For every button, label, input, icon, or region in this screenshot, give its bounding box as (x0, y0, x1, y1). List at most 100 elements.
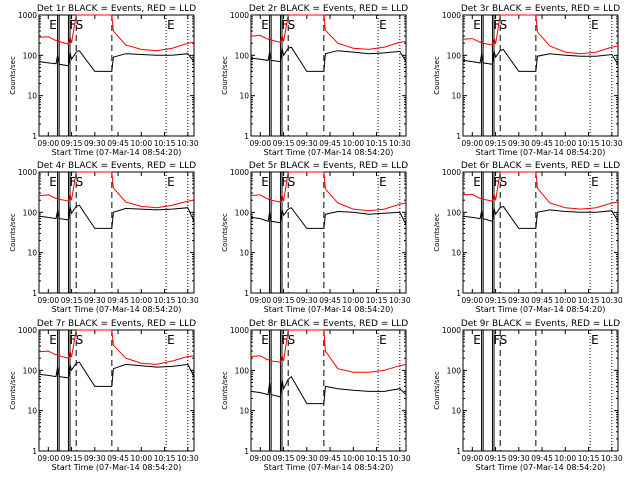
panel-6-marker-s: S (500, 175, 508, 189)
panel-4-xtick-label: 10:15 (154, 296, 176, 305)
panel-1-ylabel: Counts/sec (9, 56, 17, 95)
panel-4-ytick-label: 10 (27, 249, 37, 258)
panel-3-title: Det 3r BLACK = Events, RED = LLD (461, 4, 620, 14)
panel-5-ytick-label: 10 (239, 249, 249, 258)
panel-1-frame (38, 14, 195, 137)
panel-2-ylabel: Counts/sec (221, 56, 229, 95)
panel-3-ylabel: Counts/sec (433, 56, 441, 95)
panel-9-marker-e: E (591, 333, 599, 347)
panel-7-xtick-label: 10:15 (154, 454, 176, 463)
panel-9-xtick-label: 10:00 (554, 454, 576, 463)
panel-6-title: Det 6r BLACK = Events, RED = LLD (461, 161, 620, 171)
panel-8-marker-e: E (261, 333, 269, 347)
panel-7-xlabel: Start Time (07-Mar-14 08:54:20) (52, 463, 182, 472)
panel-5-xtick-label: 09:15 (273, 296, 295, 305)
panel-5-ytick-label: 100 (235, 208, 250, 217)
panel-1-ytick-label: 1000 (18, 11, 37, 20)
panel-9-xlabel: Start Time (07-Mar-14 08:54:20) (476, 463, 606, 472)
panel-2-xlabel: Start Time (07-Mar-14 08:54:20) (264, 148, 394, 157)
panel-5-marker-e: E (379, 175, 387, 189)
panel-1-series-events (38, 50, 195, 72)
panel-7-ytick-label: 1000 (18, 326, 37, 335)
panel-3-ytick-label: 100 (447, 51, 462, 60)
panel-9-ytick-label: 100 (447, 366, 462, 375)
panel-4-ytick-label: 1 (32, 289, 37, 298)
panel-1-xtick-label: 10:30 (177, 139, 199, 148)
panel-1-marker-f: F (69, 18, 76, 32)
panel-3-ytick-label: 1 (456, 132, 461, 141)
panel-5-ytick-label: 1 (244, 289, 249, 298)
panel-1-ytick-label: 10 (27, 92, 37, 101)
panel-4-xtick-label: 10:00 (130, 296, 152, 305)
panel-4-series-events (38, 204, 195, 229)
panel-1-xlabel: Start Time (07-Mar-14 08:54:20) (52, 148, 182, 157)
panel-3-frame (462, 14, 619, 137)
panel-6-ytick-label: 1 (456, 289, 461, 298)
panel-6-xtick-label: 09:30 (508, 296, 530, 305)
panel-7-title: Det 7r BLACK = Events, RED = LLD (37, 319, 196, 329)
panel-8-ytick-label: 100 (235, 366, 250, 375)
panel-7-frame (38, 329, 195, 452)
panel-1-xtick-label: 09:30 (84, 139, 106, 148)
panel-8-series-lld (250, 329, 407, 373)
panel-7-series-events (38, 361, 195, 387)
panel-1-xtick-label: 10:15 (154, 139, 176, 148)
panel-9-marker-f: F (493, 333, 500, 347)
panel-8-xtick-label: 10:00 (342, 454, 364, 463)
panel-2-frame (250, 14, 407, 137)
panel-6-xtick-label: 09:45 (531, 296, 553, 305)
panel-6-marker-f: F (493, 175, 500, 189)
panel-8-ylabel: Counts/sec (221, 371, 229, 410)
panel-5-xtick-label: 09:30 (296, 296, 318, 305)
panel-5-xtick-label: 09:45 (319, 296, 341, 305)
panel-1-series-lld (38, 14, 195, 52)
panel-7-ylabel: Counts/sec (9, 371, 17, 410)
panel-7-ytick-label: 100 (23, 366, 38, 375)
panel-8-frame (250, 329, 407, 452)
panel-1-ytick-label: 1 (32, 132, 37, 141)
panel-1-title: Det 1r BLACK = Events, RED = LLD (37, 4, 196, 14)
panel-9-marker-s: S (500, 333, 508, 347)
panel-5-ylabel: Counts/sec (221, 213, 229, 252)
panel-2-series-lld (250, 14, 407, 50)
panel-7-ytick-label: 1 (32, 447, 37, 456)
panel-8-xtick-label: 09:30 (296, 454, 318, 463)
panel-9-xtick-label: 09:15 (485, 454, 507, 463)
panel-1-marker-e: E (167, 18, 175, 32)
panel-8-xtick-label: 09:15 (273, 454, 295, 463)
panel-3-ytick-label: 1000 (442, 11, 461, 20)
panel-8-marker-e: E (379, 333, 387, 347)
panel-6-marker-e: E (473, 175, 481, 189)
panel-4-xtick-label: 09:45 (107, 296, 129, 305)
panel-2-xtick-label: 09:30 (296, 139, 318, 148)
panel-2-marker-e: E (379, 18, 387, 32)
panel-8-xtick-label: 09:45 (319, 454, 341, 463)
panel-5-marker-e: E (261, 175, 269, 189)
panel-6-xtick-label: 10:15 (578, 296, 600, 305)
panel-2-xtick-label: 09:00 (249, 139, 271, 148)
panel-7-xtick-label: 09:00 (37, 454, 59, 463)
panel-1-marker-s: S (76, 18, 84, 32)
panel-6-ytick-label: 100 (447, 208, 462, 217)
panel-4-xtick-label: 09:30 (84, 296, 106, 305)
panel-5-marker-s: S (288, 175, 296, 189)
panel-5-title: Det 5r BLACK = Events, RED = LLD (249, 161, 408, 171)
panel-2-series-events (250, 46, 407, 72)
panel-4-ytick-label: 100 (23, 208, 38, 217)
panel-7-xtick-label: 09:15 (61, 454, 83, 463)
panel-7-series-lld (38, 329, 195, 365)
panel-8-ytick-label: 1000 (230, 326, 249, 335)
panel-1-xtick-label: 10:00 (130, 139, 152, 148)
panel-3-marker-e: E (473, 18, 481, 32)
panel-2-ytick-label: 10 (239, 92, 249, 101)
panel-4-title: Det 4r BLACK = Events, RED = LLD (37, 161, 196, 171)
panel-9-marker-e: E (473, 333, 481, 347)
panel-9-xtick-label: 09:30 (508, 454, 530, 463)
panel-1-xtick-label: 09:00 (37, 139, 59, 148)
panel-4-ytick-label: 1000 (18, 168, 37, 177)
panel-8-series-events (250, 375, 407, 405)
panel-9-frame (462, 329, 619, 452)
panel-2-xtick-label: 10:30 (389, 139, 411, 148)
panel-8-marker-f: F (281, 333, 288, 347)
